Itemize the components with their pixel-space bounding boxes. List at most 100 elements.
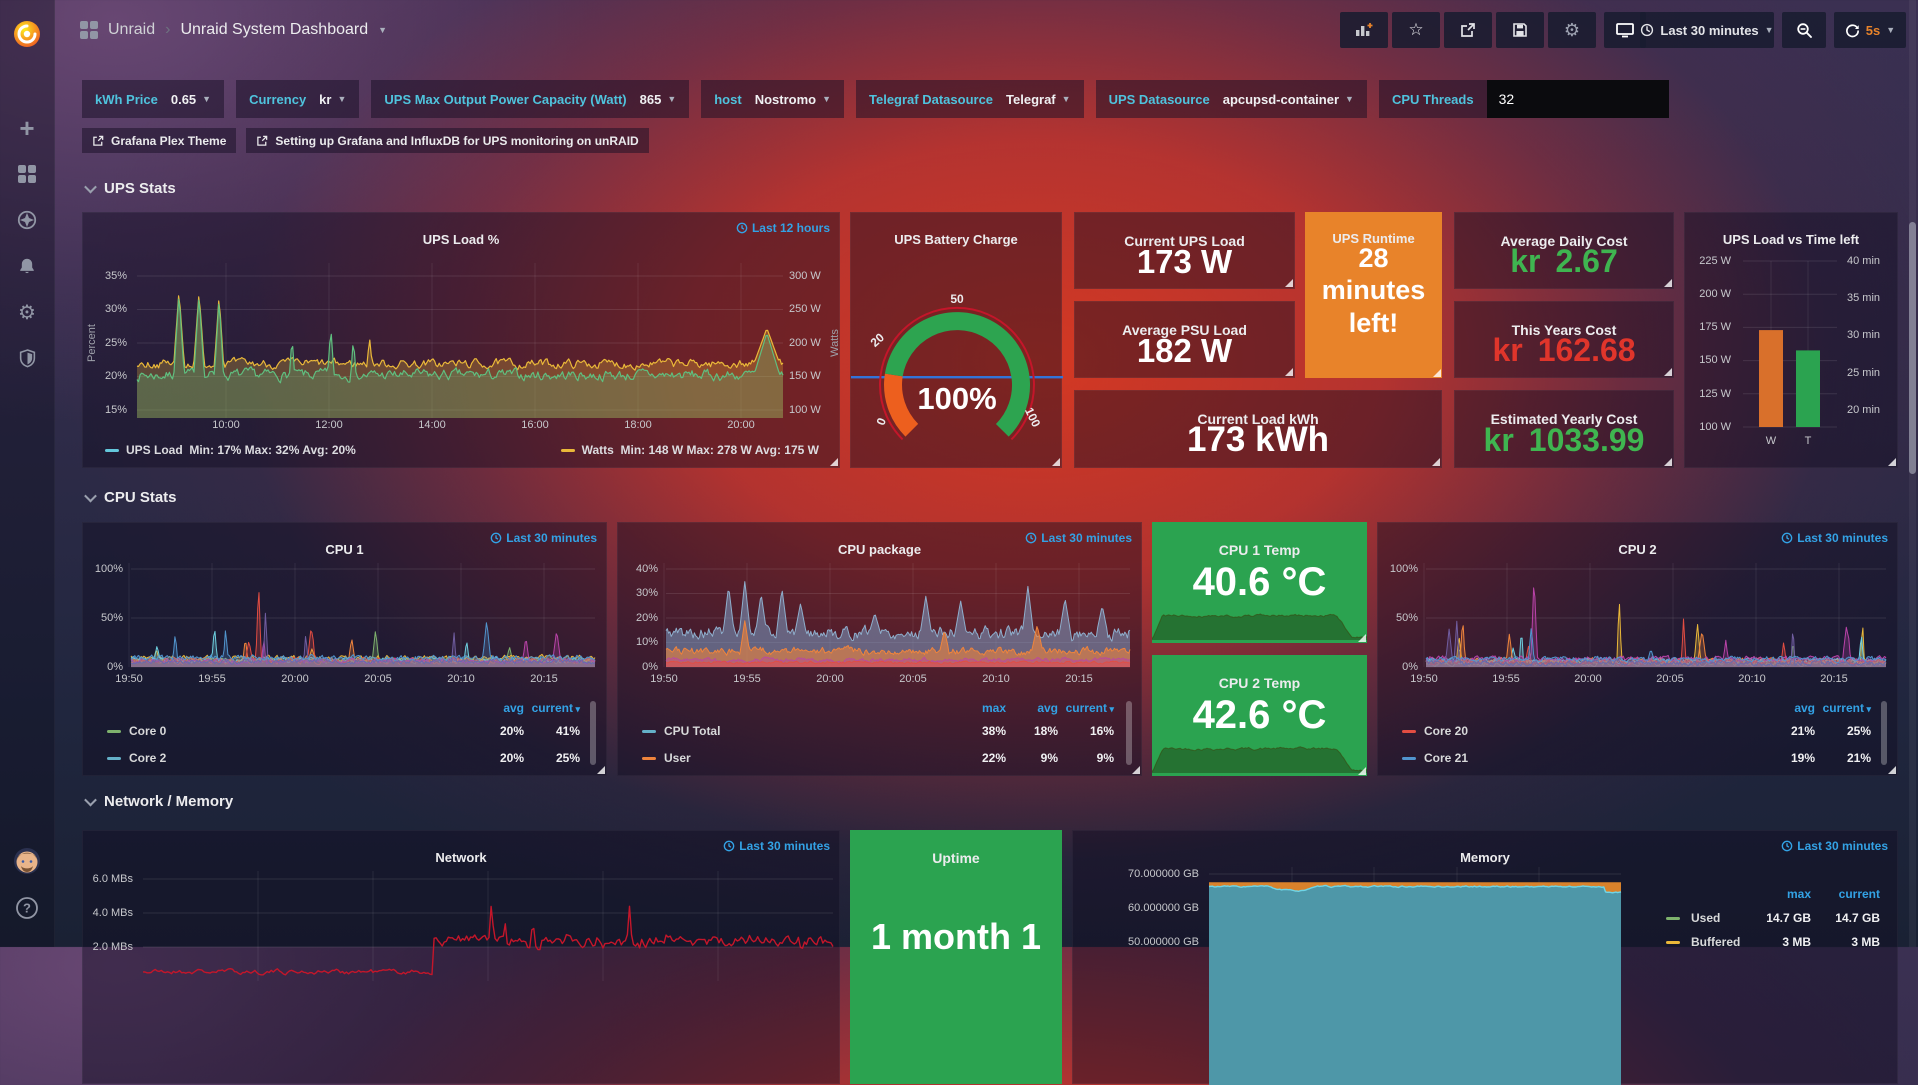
legend-series-name[interactable]: Buffered — [1691, 935, 1741, 949]
panel-time-range[interactable]: Last 30 minutes — [1781, 531, 1888, 545]
panel-time-range[interactable]: Last 30 minutes — [1025, 531, 1132, 545]
legend-series-name[interactable]: Used — [1691, 911, 1721, 925]
legend-series-name[interactable]: Core 0 — [129, 724, 167, 738]
panel-resize-handle[interactable] — [1285, 279, 1293, 287]
breadcrumb-dashboard-title[interactable]: Unraid System Dashboard — [180, 21, 369, 38]
panel-resize-handle[interactable] — [1358, 634, 1366, 642]
legend-series-name[interactable]: User — [664, 751, 691, 765]
panel-title[interactable]: Average Daily Cost — [1500, 232, 1628, 249]
panel-title[interactable]: Estimated Yearly Cost — [1490, 410, 1638, 427]
share-dashboard-button[interactable] — [1444, 12, 1492, 48]
time-range-label: Last 12 hours — [751, 221, 830, 235]
time-range-picker[interactable]: Last 30 minutes ▼ — [1640, 12, 1774, 48]
add-panel-button[interactable] — [1340, 12, 1388, 48]
panel-resize-handle[interactable] — [1888, 766, 1896, 774]
refresh-picker[interactable]: 5s ▼ — [1834, 12, 1906, 48]
panel-resize-handle[interactable] — [1285, 368, 1293, 376]
configuration-gear-icon[interactable]: ⚙ — [18, 301, 36, 324]
server-admin-shield-icon[interactable] — [0, 342, 54, 374]
legend-value: 14.7 GB — [1835, 911, 1880, 925]
variable-host[interactable]: host Nostromo ▼ — [701, 80, 844, 118]
section-ups-stats[interactable]: UPS Stats — [84, 180, 176, 197]
legend-series-name[interactable]: Core 20 — [1424, 724, 1469, 738]
user-avatar[interactable] — [0, 846, 54, 876]
panel-title[interactable]: CPU 1 Temp — [1218, 541, 1301, 558]
series-color-dash — [1666, 917, 1680, 920]
panel-time-range[interactable]: Last 12 hours — [736, 221, 830, 235]
tv-kiosk-mode-button[interactable] — [1604, 12, 1646, 48]
panel-resize-handle[interactable] — [1888, 458, 1896, 466]
variable-ups-max-output[interactable]: UPS Max Output Power Capacity (Watt) 865… — [371, 80, 690, 118]
breadcrumb-app[interactable]: Unraid — [108, 21, 156, 38]
variable-ups-datasource[interactable]: UPS Datasource apcupsd-container ▼ — [1095, 80, 1367, 118]
legend-series-name[interactable]: Watts — [581, 443, 614, 457]
grafana-logo-icon[interactable] — [0, 12, 54, 56]
panel-title[interactable]: UPS Load % — [422, 231, 500, 247]
panel-time-range[interactable]: Last 30 minutes — [1781, 839, 1888, 853]
panel-title[interactable]: Current UPS Load — [1124, 232, 1245, 249]
panel-resize-handle[interactable] — [1432, 458, 1440, 466]
explore-compass-icon[interactable] — [0, 204, 54, 236]
apps-grid-icon[interactable] — [80, 21, 98, 39]
panel-resize-handle[interactable] — [1664, 458, 1672, 466]
panel-title[interactable]: UPS Runtime — [1332, 230, 1415, 246]
help-icon[interactable]: ? — [0, 894, 54, 922]
panel-resize-handle[interactable] — [1132, 766, 1140, 774]
legend-header-current[interactable]: current — [512, 701, 580, 715]
variable-label: Telegraf Datasource — [869, 91, 994, 107]
create-plus-icon[interactable]: + — [19, 112, 35, 143]
legend-series-name[interactable]: Core 2 — [129, 751, 167, 765]
zoom-out-time-button[interactable] — [1782, 12, 1826, 48]
panel-title[interactable]: Memory — [1460, 849, 1510, 865]
panel-title[interactable]: Average PSU Load — [1122, 321, 1247, 338]
star-dashboard-button[interactable]: ☆ — [1392, 12, 1440, 48]
legend-series-name[interactable]: Core 21 — [1424, 751, 1469, 765]
chevron-down-icon — [84, 489, 97, 503]
dashboard-settings-button[interactable]: ⚙ — [1548, 12, 1596, 48]
panel-resize-handle[interactable] — [1358, 767, 1366, 775]
section-network-memory[interactable]: Network / Memory — [84, 793, 233, 810]
legend-header-max[interactable]: max — [1786, 887, 1811, 901]
legend-series-name[interactable]: CPU Total — [664, 724, 721, 738]
legend-header-max[interactable]: max — [981, 701, 1006, 715]
panel-resize-handle[interactable] — [830, 458, 838, 466]
panel-title[interactable]: CPU package — [837, 541, 922, 557]
panel-time-range[interactable]: Last 30 minutes — [490, 531, 597, 545]
panel-resize-handle[interactable] — [1433, 369, 1441, 377]
panel-title[interactable]: CPU 1 — [325, 541, 364, 557]
panel-resize-handle[interactable] — [1664, 368, 1672, 376]
legend-scrollbar[interactable] — [1126, 701, 1132, 765]
panel-time-range[interactable]: Last 30 minutes — [723, 839, 830, 853]
caret-down-icon[interactable]: ▼ — [378, 25, 388, 35]
legend-scrollbar[interactable] — [590, 701, 596, 765]
panel-title[interactable]: UPS Battery Charge — [894, 231, 1018, 247]
link-ups-monitoring-guide[interactable]: Setting up Grafana and InfluxDB for UPS … — [246, 128, 649, 153]
panel-title[interactable]: CPU 2 — [1618, 541, 1657, 557]
page-scrollbar-thumb[interactable] — [1909, 222, 1916, 474]
legend-series-name[interactable]: UPS Load — [126, 443, 183, 457]
cpu-threads-input[interactable] — [1486, 80, 1669, 118]
legend-header-current[interactable]: current — [1046, 701, 1114, 715]
external-link-icon — [93, 135, 104, 146]
variable-telegraf-datasource[interactable]: Telegraf Datasource Telegraf ▼ — [856, 80, 1084, 118]
section-cpu-stats[interactable]: CPU Stats — [84, 489, 177, 506]
panel-resize-handle[interactable] — [1052, 458, 1060, 466]
variable-kwh-price[interactable]: kWh Price 0.65 ▼ — [82, 80, 225, 118]
panel-resize-handle[interactable] — [1664, 279, 1672, 287]
dashboards-icon[interactable] — [0, 158, 54, 190]
panel-title[interactable]: Uptime — [932, 849, 980, 866]
panel-title[interactable]: Network — [435, 849, 487, 865]
panel-title[interactable]: UPS Load vs Time left — [1722, 231, 1860, 247]
link-grafana-plex-theme[interactable]: Grafana Plex Theme — [82, 128, 237, 153]
panel-title[interactable]: Current Load kWh — [1197, 410, 1319, 427]
legend-header-current[interactable]: current — [1838, 887, 1880, 901]
save-dashboard-button[interactable] — [1496, 12, 1544, 48]
legend-scrollbar[interactable] — [1881, 701, 1887, 765]
variable-currency[interactable]: Currency kr ▼ — [236, 80, 360, 118]
panel-title[interactable]: This Years Cost — [1511, 321, 1617, 338]
legend-header-current[interactable]: current — [1803, 701, 1871, 715]
panel-resize-handle[interactable] — [597, 766, 605, 774]
caret-down-icon: ▼ — [667, 94, 677, 104]
panel-title[interactable]: CPU 2 Temp — [1218, 674, 1301, 691]
alerting-bell-icon[interactable] — [0, 250, 54, 282]
